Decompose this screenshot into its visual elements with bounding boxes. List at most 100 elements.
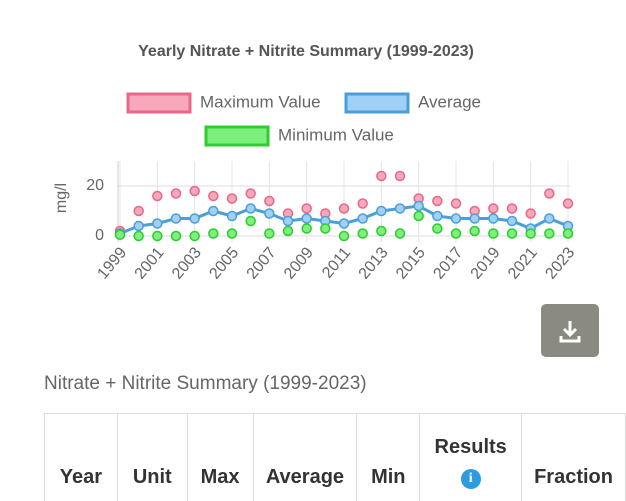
data-point <box>414 202 423 211</box>
header-cell: Fraction <box>522 414 626 501</box>
x-tick-label: 2001 <box>132 244 168 282</box>
legend-swatch <box>206 127 268 145</box>
header-cell: Max <box>187 414 253 501</box>
legend-label: Average <box>418 92 481 111</box>
data-point <box>265 209 274 218</box>
data-point <box>377 227 386 236</box>
header-cell: Results i <box>420 414 522 501</box>
download-icon <box>541 304 599 357</box>
chart: Yearly Nitrate + Nitrite Summary (1999-2… <box>0 0 626 370</box>
data-point <box>265 229 274 238</box>
x-tick-label: 2015 <box>393 244 429 282</box>
y-tick-label: 20 <box>86 177 104 194</box>
data-point <box>209 192 218 201</box>
data-point <box>358 229 367 238</box>
x-tick-label: 2005 <box>206 244 242 282</box>
data-point <box>489 214 498 223</box>
data-point <box>452 199 461 208</box>
x-tick-label: 2013 <box>356 244 392 282</box>
data-point <box>190 232 199 241</box>
data-point <box>545 189 554 198</box>
data-point <box>564 199 573 208</box>
data-point <box>396 229 405 238</box>
data-point <box>358 214 367 223</box>
x-tick-label: 2009 <box>281 244 317 282</box>
x-tick-label: 2017 <box>430 244 466 282</box>
data-point <box>134 232 143 241</box>
header-cell: Min <box>357 414 420 501</box>
data-point <box>396 204 405 213</box>
data-point <box>470 227 479 236</box>
data-point <box>340 219 349 228</box>
data-point <box>153 192 162 201</box>
data-point <box>246 204 255 213</box>
summary-table: Year Unit Max Average Min Results i Fract… <box>44 413 626 501</box>
header-cell: Average <box>253 414 357 501</box>
data-point <box>414 212 423 221</box>
data-point <box>433 224 442 233</box>
header-text: Results <box>435 436 507 458</box>
data-point <box>190 187 199 196</box>
x-tick-label: 2023 <box>542 244 578 282</box>
x-tick-label: 2011 <box>319 244 354 281</box>
data-point <box>340 204 349 213</box>
data-point <box>265 197 274 206</box>
data-point <box>526 209 535 218</box>
x-tick-label: 1999 <box>94 244 130 282</box>
data-point <box>433 212 442 221</box>
data-point <box>508 204 517 213</box>
data-point <box>452 214 461 223</box>
download-button[interactable] <box>541 304 599 357</box>
header-cell: Year <box>45 414 118 501</box>
legend-label: Minimum Value <box>278 125 394 144</box>
header-cell: Unit <box>117 414 187 501</box>
data-point <box>284 227 293 236</box>
legend-swatch <box>128 94 190 112</box>
data-point <box>228 194 237 203</box>
data-point <box>433 197 442 206</box>
data-point <box>452 229 461 238</box>
data-point <box>508 229 517 238</box>
y-axis-label: mg/l <box>53 183 70 213</box>
data-point <box>228 212 237 221</box>
data-point <box>172 232 181 241</box>
data-point <box>302 224 311 233</box>
data-point <box>470 214 479 223</box>
info-icon[interactable]: i <box>461 469 481 489</box>
data-point <box>302 214 311 223</box>
x-tick-label: 2021 <box>505 244 541 282</box>
data-point <box>377 207 386 216</box>
x-tick-label: 2003 <box>169 244 205 282</box>
data-point <box>489 204 498 213</box>
data-point <box>564 229 573 238</box>
data-point <box>172 214 181 223</box>
data-point <box>526 229 535 238</box>
data-point <box>508 217 517 226</box>
legend-swatch <box>346 94 408 112</box>
x-tick-label: 2019 <box>468 244 504 282</box>
data-point <box>545 229 554 238</box>
data-point <box>396 172 405 181</box>
data-point <box>153 219 162 228</box>
data-point <box>190 214 199 223</box>
data-point <box>228 229 237 238</box>
data-point <box>209 229 218 238</box>
x-tick-label: 2007 <box>244 244 280 282</box>
data-point <box>134 222 143 231</box>
data-point <box>153 232 162 241</box>
section-title: Nitrate + Nitrite Summary (1999-2023) <box>44 373 367 395</box>
data-point <box>246 189 255 198</box>
data-point <box>377 172 386 181</box>
data-point <box>284 217 293 226</box>
chart-title: Yearly Nitrate + Nitrite Summary (1999-2… <box>138 43 474 60</box>
data-point <box>358 199 367 208</box>
data-point <box>545 214 554 223</box>
data-point <box>302 204 311 213</box>
data-point <box>134 207 143 216</box>
data-point <box>116 230 125 239</box>
data-point <box>246 217 255 226</box>
data-point <box>172 189 181 198</box>
data-point <box>340 232 349 241</box>
data-point <box>209 207 218 216</box>
